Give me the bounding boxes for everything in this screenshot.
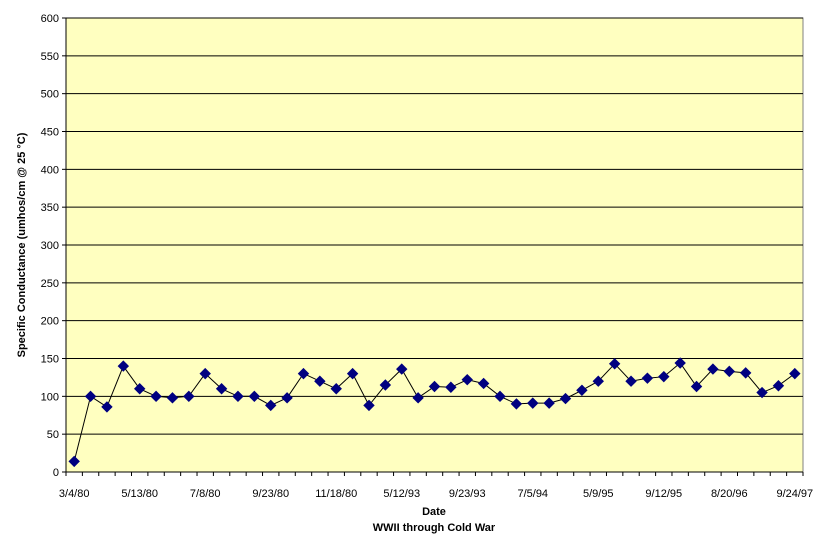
data-point [248,390,261,403]
data-point [183,390,195,403]
y-tick-label: 400 [41,164,59,176]
data-point [494,390,506,403]
data-point [150,390,162,403]
x-tick-label: 7/5/94 [517,488,548,500]
x-tick-label: 5/13/80 [121,488,158,500]
y-tick-label: 250 [41,278,59,290]
data-point [330,383,342,395]
data-markers [68,357,801,468]
data-point [101,401,113,413]
data-point [658,370,670,383]
x-tick-label: 9/23/80 [252,488,289,500]
x-tick-label: 5/12/93 [383,488,420,500]
data-point [510,398,523,410]
y-tick-label: 550 [41,51,59,63]
data-point [559,392,572,405]
data-point [789,367,801,380]
data-point [363,399,375,412]
x-tick-label: 8/20/96 [711,488,748,500]
data-point [117,360,130,372]
x-axis-ticks: 3/4/80 5/13/80 7/8/80 9/23/80 11/18/80 5/12/9… [59,472,813,500]
y-tick-label: 350 [41,202,59,214]
y-tick-label: 600 [41,13,59,25]
data-point [477,377,490,390]
data-point [346,367,359,380]
y-axis-title: Specific Conductance (umhos/cm @ 25 °C) [16,132,28,357]
data-point [756,386,768,399]
y-tick-label: 0 [53,467,59,479]
data-point [723,365,736,378]
data-point [445,381,457,393]
data-point [232,390,244,403]
y-tick-label: 200 [41,316,59,328]
data-point [641,372,654,384]
data-point [314,375,326,387]
data-point [84,390,97,403]
data-point [428,380,441,393]
data-point [166,392,179,404]
x-axis-subtitle: WWII through Cold War [373,522,496,534]
x-tick-label: 5/9/95 [583,488,614,500]
data-point [592,375,604,387]
y-tick-label: 500 [41,89,59,101]
data-point [199,367,211,380]
data-point [707,363,719,375]
data-point [739,367,752,379]
data-point [690,380,703,393]
x-tick-label: 11/18/80 [315,488,357,500]
data-point [772,380,785,392]
data-point [215,383,228,395]
data-point [461,373,473,386]
y-tick-label: 450 [41,127,59,139]
data-point [543,397,555,409]
y-tick-label: 100 [41,391,59,403]
data-point [674,357,686,369]
data-point [576,384,588,396]
x-tick-label: 3/4/80 [59,488,90,500]
y-tick-label: 150 [41,354,59,366]
x-tick-label: 7/8/80 [190,488,221,500]
data-point [412,392,424,404]
data-point [527,397,539,409]
data-point [608,358,621,370]
y-tick-label: 50 [47,429,59,441]
data-point [68,455,80,468]
data-point [396,363,408,375]
x-axis-title: Date [422,506,446,518]
data-point [281,392,293,404]
data-point [265,399,277,412]
data-point [625,375,637,387]
x-tick-label: 9/24/97 [776,488,813,500]
y-tick-label: 300 [41,240,59,252]
data-point [133,383,146,395]
data-point [297,367,310,380]
x-tick-label: 9/12/95 [645,488,682,500]
data-point [379,379,392,391]
x-tick-label: 9/23/93 [449,488,486,500]
y-axis-ticks: 0 50 100 150 200 250 300 350 400 450 500 550 600 [41,13,66,479]
